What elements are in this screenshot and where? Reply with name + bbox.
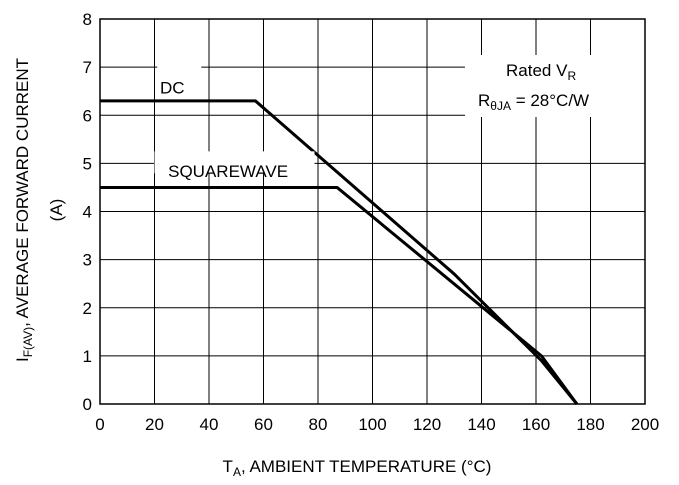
y-axis-title: IF(AV), AVERAGE FORWARD CURRENT xyxy=(13,58,35,362)
annotation-box xyxy=(465,55,645,117)
y-tick-label: 5 xyxy=(83,154,92,173)
x-tick-label: 20 xyxy=(145,415,164,434)
series-label-dc: DC xyxy=(160,79,185,98)
x-tick-label: 60 xyxy=(254,415,273,434)
plot-frame xyxy=(99,18,646,405)
series-labels: DC SQUAREWAVE xyxy=(154,64,315,181)
x-tick-label: 200 xyxy=(631,415,659,434)
y-tick-label: 0 xyxy=(83,395,92,414)
x-tick-label: 100 xyxy=(358,415,386,434)
annotation-rated-vr: Rated VR xyxy=(506,61,576,83)
series-group xyxy=(100,99,579,405)
x-tick-label: 40 xyxy=(200,415,219,434)
x-tick-label: 180 xyxy=(576,415,604,434)
annotation-rthja: RθJA = 28°C/W xyxy=(478,91,589,113)
x-tick-label: 140 xyxy=(467,415,495,434)
tick-labels: 0 20 40 60 80 100 120 140 160 180 200 0 1 2 3 4 5 6 7 8 xyxy=(83,10,660,434)
y-tick-label: 1 xyxy=(83,347,92,366)
y-tick-label: 8 xyxy=(83,10,92,29)
y-axis-title-unit: (A) xyxy=(47,199,66,222)
x-axis-title: TA, AMBIENT TEMPERATURE (°C) xyxy=(223,457,492,479)
y-tick-label: 6 xyxy=(83,106,92,125)
x-tick-label: 0 xyxy=(95,415,104,434)
y-tick-label: 7 xyxy=(83,58,92,77)
y-tick-label: 2 xyxy=(83,299,92,318)
series-line-dc xyxy=(100,99,579,405)
series-line-squarewave xyxy=(100,185,579,405)
series-label-bg xyxy=(154,151,315,174)
series-label-squarewave: SQUAREWAVE xyxy=(168,162,288,181)
y-tick-label: 4 xyxy=(83,203,92,222)
x-tick-label: 80 xyxy=(309,415,328,434)
y-tick-label: 3 xyxy=(83,251,92,270)
x-tick-label: 120 xyxy=(413,415,441,434)
x-tick-label: 160 xyxy=(522,415,550,434)
series-label-bg xyxy=(157,64,202,87)
